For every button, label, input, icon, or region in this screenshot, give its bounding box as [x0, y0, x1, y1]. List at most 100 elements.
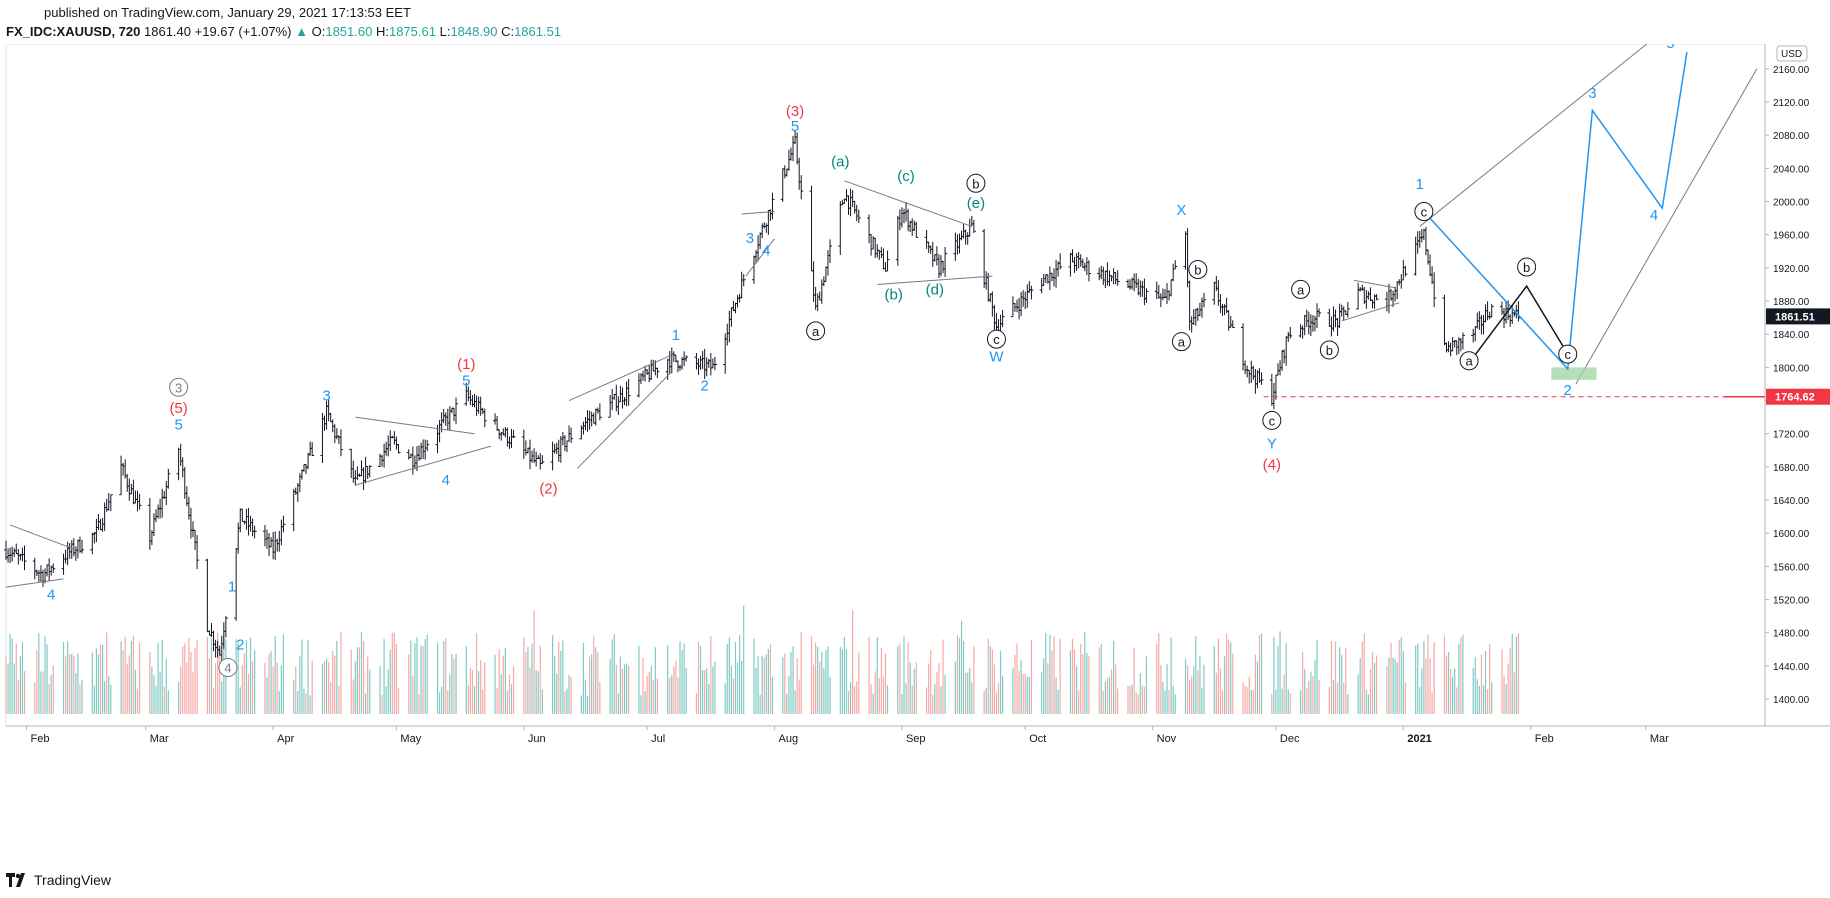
wave-label[interactable]: (a): [831, 154, 849, 171]
wave-label[interactable]: a: [812, 324, 820, 339]
ohlc-bar: [1216, 280, 1221, 306]
volume-bar: [1285, 643, 1287, 714]
wave-label[interactable]: (c): [897, 168, 915, 185]
wave-label[interactable]: 1: [228, 578, 236, 595]
symbol-name[interactable]: FX_IDC:XAUUSD, 720: [6, 24, 141, 39]
ohlc-bar: [69, 540, 74, 559]
ohlc-bar: [16, 548, 21, 565]
volume-bar: [274, 635, 276, 714]
wave-label[interactable]: b: [1194, 263, 1201, 278]
wave-label[interactable]: c: [993, 332, 1000, 347]
trend-line[interactable]: [9, 524, 77, 551]
wave-label[interactable]: (2): [539, 480, 557, 497]
volume-bar: [1104, 681, 1106, 714]
wave-label[interactable]: 3: [1588, 85, 1596, 102]
wave-label[interactable]: (1): [457, 356, 475, 373]
plot-frame: [5, 44, 1766, 727]
wave-label[interactable]: 2: [236, 636, 244, 653]
ohlc-bar: [38, 565, 43, 582]
wave-label[interactable]: 4: [1650, 207, 1658, 224]
volume-bar: [196, 640, 198, 714]
ohlc-bar: [700, 351, 705, 370]
wave-label[interactable]: 3: [746, 230, 754, 247]
wave-label[interactable]: (5): [169, 400, 187, 417]
wave-label[interactable]: 3: [175, 380, 182, 395]
ohlc-bar: [1339, 304, 1344, 317]
trend-line[interactable]: [355, 416, 475, 435]
volume-bar: [983, 690, 985, 714]
wave-label[interactable]: c: [1564, 347, 1571, 362]
wave-label[interactable]: 5: [462, 373, 470, 390]
wave-label[interactable]: 5: [791, 118, 799, 135]
ohlc-bar: [209, 623, 214, 638]
trend-line[interactable]: [1353, 279, 1396, 289]
wave-label[interactable]: (d): [926, 281, 944, 298]
wave-label[interactable]: 3: [322, 388, 330, 405]
trend-line[interactable]: [844, 180, 972, 227]
volume-bar: [784, 653, 786, 714]
projection-path-blue[interactable]: [1423, 52, 1688, 371]
wave-label[interactable]: 4: [442, 472, 450, 489]
volume-bar: [823, 668, 825, 714]
wave-label[interactable]: b: [972, 176, 979, 191]
trend-line[interactable]: [576, 371, 673, 469]
trend-line[interactable]: [741, 211, 775, 215]
trend-line[interactable]: [745, 238, 775, 277]
currency-badge[interactable]: [1776, 45, 1808, 62]
projection-path-black[interactable]: [1472, 284, 1573, 362]
wave-label[interactable]: 4: [762, 242, 770, 259]
volume-bar: [1462, 634, 1464, 714]
wave-label[interactable]: (b): [885, 286, 903, 303]
wave-label[interactable]: c: [1269, 413, 1276, 428]
wave-label[interactable]: 1: [1416, 176, 1424, 193]
wave-label[interactable]: 2: [1564, 382, 1572, 399]
volume-bar: [646, 675, 648, 714]
wave-label[interactable]: a: [1297, 282, 1305, 297]
price-chart[interactable]: 1400.00 1440.00 1480.00 1520.00 1560.00 1600.…: [0, 44, 1830, 870]
wave-label[interactable]: 5: [1666, 44, 1674, 52]
wave-label[interactable]: b: [1326, 343, 1333, 358]
wave-label[interactable]: W: [989, 349, 1004, 366]
trend-line[interactable]: [5, 578, 64, 588]
volume-bar: [1260, 633, 1263, 714]
ohlc-bar: [410, 446, 415, 475]
brand[interactable]: TradingView: [6, 872, 111, 888]
support-price-tag[interactable]: [1766, 388, 1830, 405]
wave-label[interactable]: X: [1176, 202, 1186, 219]
volume-bar: [482, 689, 484, 714]
trend-line[interactable]: [568, 354, 672, 402]
wave-label[interactable]: 4: [224, 661, 231, 676]
wave-label[interactable]: a: [1178, 335, 1186, 350]
trend-line[interactable]: [877, 275, 993, 285]
volume-bar: [512, 666, 515, 714]
wave-label[interactable]: 5: [174, 417, 182, 434]
volume-bar: [677, 677, 679, 714]
wave-label[interactable]: 4: [47, 587, 55, 604]
volume-bar: [1484, 651, 1487, 714]
ohlc-bar: [186, 496, 191, 520]
last-price-tag[interactable]: [1766, 308, 1830, 325]
wave-label[interactable]: a: [1465, 354, 1473, 369]
wave-label[interactable]: b: [1523, 260, 1530, 275]
wave-label[interactable]: 2: [700, 378, 708, 395]
wave-label[interactable]: (3): [786, 103, 804, 120]
high-value: 1875.61: [388, 24, 436, 39]
wave-label[interactable]: (4): [1263, 456, 1281, 473]
volume-bar: [1357, 674, 1359, 714]
volume-bar: [1053, 636, 1055, 714]
wave-label[interactable]: (e): [967, 195, 985, 212]
target-zone[interactable]: [1551, 367, 1597, 380]
trend-line[interactable]: [355, 445, 492, 486]
volume-bar: [1168, 690, 1170, 714]
volume-bar: [609, 659, 611, 714]
wave-label[interactable]: 1: [672, 327, 680, 344]
volume-bar: [595, 647, 597, 714]
ohlc-bar: [1173, 260, 1178, 270]
wave-label[interactable]: Y: [1267, 436, 1277, 453]
trend-line[interactable]: [1575, 68, 1758, 385]
trend-line[interactable]: [1419, 44, 1662, 227]
ohlc-bar: [320, 412, 325, 464]
ohlc-bar: [624, 381, 629, 407]
trend-line[interactable]: [1341, 302, 1400, 322]
wave-label[interactable]: c: [1421, 204, 1428, 219]
